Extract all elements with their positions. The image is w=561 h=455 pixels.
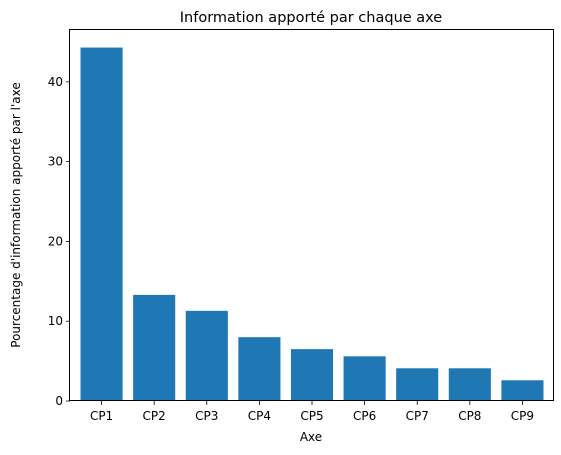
bar-cp8 bbox=[448, 368, 491, 401]
bar-cp1 bbox=[80, 47, 123, 402]
x-axis-ticks: CP1 CP2 CP3 CP4 CP5 CP6 CP7 CP8 CP9 bbox=[90, 401, 534, 423]
x-axis-label: Axe bbox=[300, 430, 322, 444]
bar-cp4 bbox=[238, 337, 281, 401]
y-tick-label: 40 bbox=[48, 75, 63, 89]
x-tick-label: CP8 bbox=[458, 409, 481, 423]
y-tick-label: 30 bbox=[48, 155, 63, 169]
bar-cp3 bbox=[185, 310, 228, 401]
bar-cp5 bbox=[290, 349, 334, 401]
bar-cp7 bbox=[396, 368, 439, 401]
y-tick-label: 20 bbox=[48, 234, 63, 248]
bar-cp9 bbox=[501, 380, 544, 401]
plot-frame bbox=[69, 29, 554, 401]
x-tick-label: CP9 bbox=[511, 409, 534, 423]
chart-title: Information apporté par chaque axe bbox=[180, 10, 443, 26]
x-tick-label: CP1 bbox=[90, 409, 113, 423]
y-axis-label: Pourcentage d'information apporté par l'… bbox=[9, 82, 23, 347]
x-tick-label: CP2 bbox=[143, 409, 166, 423]
bar-cp6 bbox=[343, 356, 386, 401]
y-tick-label: 10 bbox=[48, 314, 63, 328]
y-tick-label: 0 bbox=[55, 394, 63, 408]
bar-cp2 bbox=[133, 294, 176, 401]
x-tick-label: CP3 bbox=[195, 409, 218, 423]
x-tick-label: CP7 bbox=[406, 409, 429, 423]
x-tick-label: CP5 bbox=[300, 409, 323, 423]
x-tick-label: CP6 bbox=[353, 409, 376, 423]
y-axis-ticks: 0 10 20 30 40 bbox=[48, 75, 70, 408]
x-tick-label: CP4 bbox=[248, 409, 271, 423]
bars-group bbox=[80, 47, 544, 402]
